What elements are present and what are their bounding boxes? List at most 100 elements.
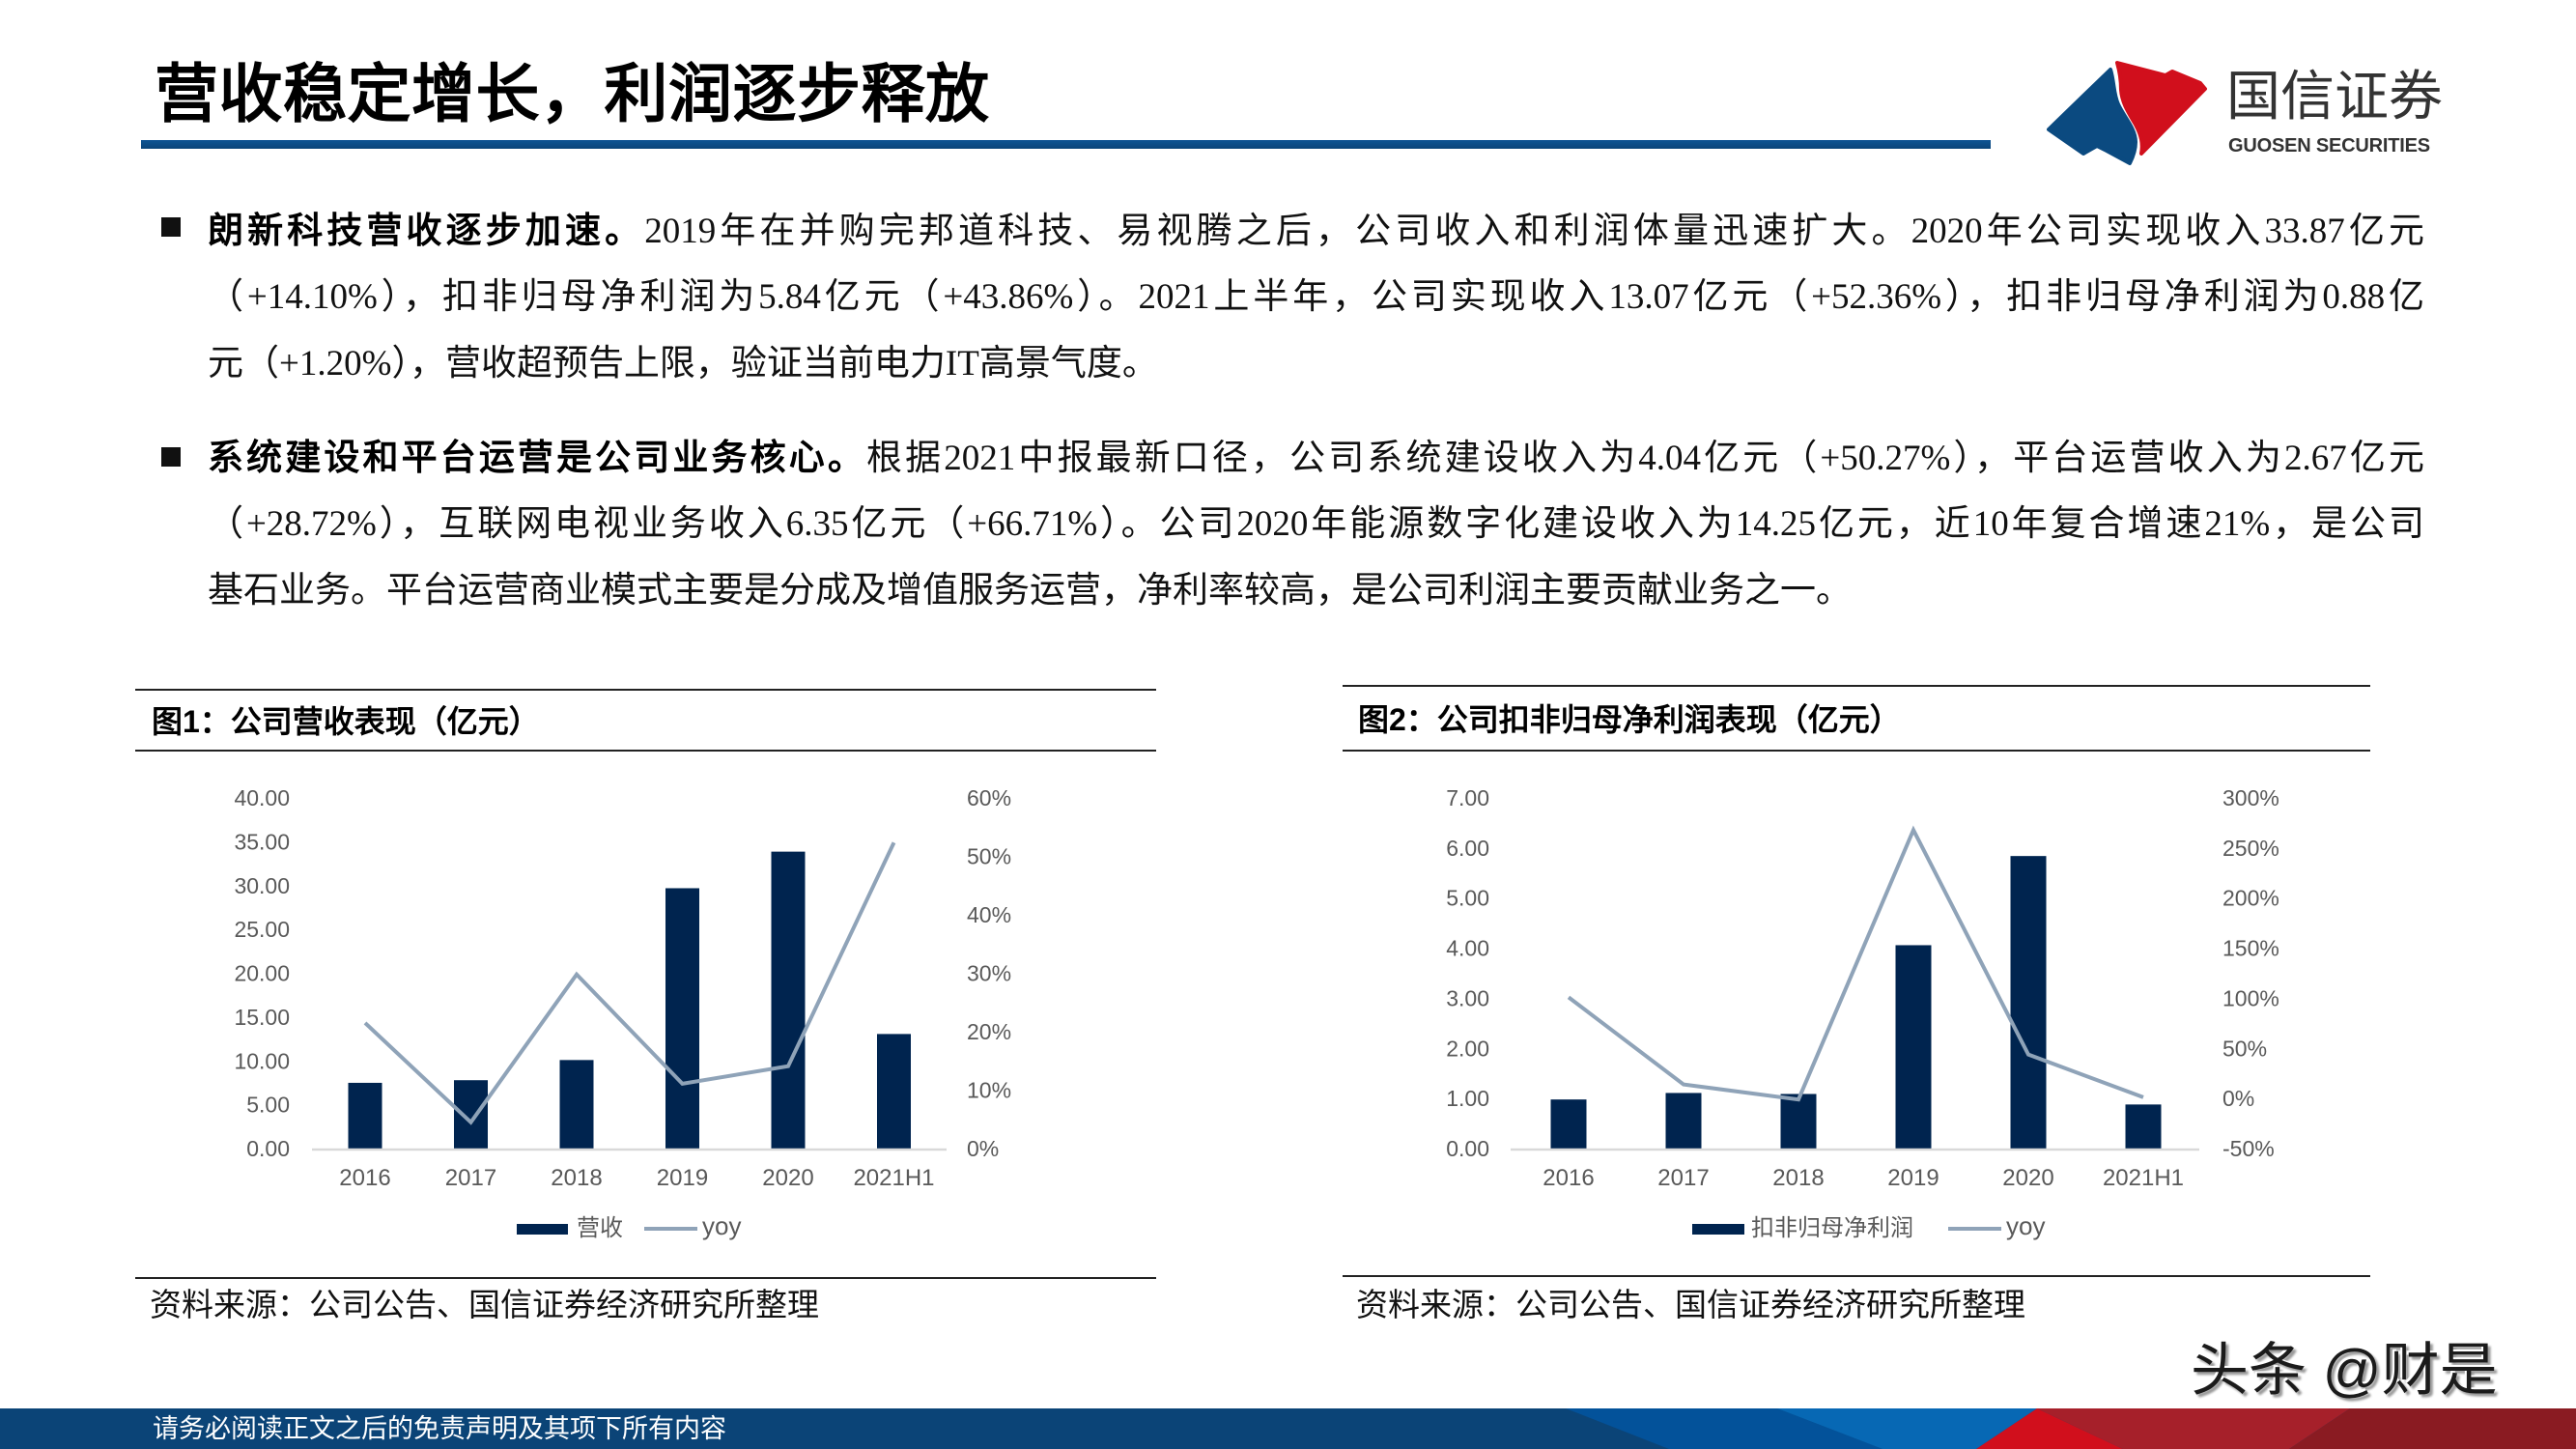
x-axis-tick-label: 2021H1 — [853, 1165, 934, 1191]
figure-title-rule — [1343, 750, 2370, 752]
bar — [559, 1060, 594, 1149]
y2-axis-tick-label: 200% — [2222, 886, 2279, 911]
legend-line-label: yoy — [702, 1211, 742, 1240]
footer-disclaimer: 请务必阅读正文之后的免责声明及其项下所有内容 — [153, 1414, 726, 1443]
y-axis-tick-label: 4.00 — [1446, 936, 1489, 961]
bar — [1780, 1094, 1817, 1149]
y-axis-tick-label: 25.00 — [234, 917, 290, 942]
x-axis-tick-label: 2020 — [2002, 1165, 2053, 1191]
bar — [1550, 1099, 1587, 1149]
bar — [665, 888, 699, 1149]
y-axis-tick-label: 10.00 — [234, 1048, 290, 1073]
bullet-lead: 系统建设和平台运营是公司业务核心。 — [208, 438, 866, 477]
y2-axis-tick-label: 40% — [967, 902, 1011, 927]
paragraph-line: 元（+1.20%），营收超预告上限，验证当前电力IT高景气度。 — [208, 344, 1158, 384]
paragraph-line: 系统建设和平台运营是公司业务核心。根据2021中报最新口径，公司系统建设收入为4… — [208, 424, 2424, 491]
bar — [771, 851, 806, 1149]
legend-line-swatch — [1948, 1227, 2001, 1231]
bar — [1895, 945, 1932, 1149]
figure-source: 资料来源：公司公告、国信证券经济研究所整理 — [1356, 1287, 2025, 1322]
bullet-lead: 朗新科技营收逐步加速。 — [208, 211, 645, 250]
y2-axis-tick-label: 60% — [967, 785, 1011, 810]
bullet-square-icon — [161, 447, 181, 467]
bullet-paragraph-2: 系统建设和平台运营是公司业务核心。根据2021中报最新口径，公司系统建设收入为4… — [208, 424, 2424, 624]
x-axis-tick-label: 2018 — [1772, 1165, 1824, 1191]
paragraph-line: 基石业务。平台运营商业模式主要是分成及增值服务运营，净利率较高，是公司利润主要贡… — [208, 571, 1852, 611]
paragraph-text: 根据2021中报最新口径，公司系统建设收入为4.04亿元（+50.27%），平台… — [865, 439, 2425, 478]
x-axis-tick-label: 2019 — [657, 1165, 708, 1191]
y-axis-tick-label: 6.00 — [1446, 836, 1489, 861]
title-underline — [141, 140, 1991, 149]
bar — [2010, 856, 2047, 1149]
y2-axis-tick-label: 250% — [2222, 836, 2279, 861]
legend-line-swatch — [644, 1227, 697, 1231]
y2-axis-tick-label: 150% — [2222, 936, 2279, 961]
y-axis-tick-label: 3.00 — [1446, 985, 1489, 1010]
y-axis-tick-label: 5.00 — [246, 1093, 290, 1118]
bullet-square-icon — [161, 217, 181, 237]
figure-title: 图2：公司扣非归母净利润表现（亿元） — [1358, 702, 1901, 737]
y-axis-tick-label: 2.00 — [1446, 1036, 1489, 1061]
logo-red-shape — [2115, 61, 2207, 156]
paragraph-line: 朗新科技营收逐步加速。2019年在并购完邦道科技、易视腾之后，公司收入和利润体量… — [208, 197, 2424, 264]
footer-bar — [0, 1408, 2576, 1449]
guosen-logo-icon — [2047, 61, 2207, 165]
legend-bar-swatch — [1692, 1224, 1744, 1235]
page-title: 营收稳定增长，利润逐步释放 — [155, 58, 990, 129]
legend-line-label: yoy — [2006, 1211, 2046, 1240]
bar — [1665, 1093, 1702, 1149]
y2-axis-tick-label: 50% — [967, 844, 1011, 869]
figure-source: 资料来源：公司公告、国信证券经济研究所整理 — [150, 1287, 819, 1322]
x-axis-tick-label: 2017 — [1657, 1165, 1709, 1191]
bullet-paragraph-1: 朗新科技营收逐步加速。2019年在并购完邦道科技、易视腾之后，公司收入和利润体量… — [208, 197, 2424, 397]
y-axis-tick-label: 0.00 — [246, 1136, 290, 1161]
y-axis-tick-label: 30.00 — [234, 873, 290, 898]
y2-axis-tick-label: 10% — [967, 1078, 1011, 1103]
yoy-line — [1567, 825, 2144, 1102]
logo-text-cn: 国信证券 — [2226, 66, 2443, 127]
y-axis-tick-label: 1.00 — [1446, 1086, 1489, 1111]
y-axis-tick-label: 7.00 — [1446, 785, 1489, 810]
watermark: 头条 @财是 — [2191, 1338, 2498, 1403]
x-axis-tick-label: 2019 — [1887, 1165, 1939, 1191]
bar — [2125, 1104, 2162, 1149]
x-axis-tick-label: 2021H1 — [2103, 1165, 2184, 1191]
logo-text-en: GUOSEN SECURITIES — [2228, 135, 2430, 156]
paragraph-line: （+28.72%），互联网电视业务收入6.35亿元（+66.71%）。公司202… — [208, 504, 2424, 544]
legend-bar-swatch — [517, 1224, 568, 1235]
figure-title-rule — [135, 750, 1156, 752]
y2-axis-tick-label: 300% — [2222, 785, 2279, 810]
figure-top-rule — [135, 689, 1156, 691]
logo-blue-shape — [2047, 68, 2137, 165]
y2-axis-tick-label: 50% — [2222, 1036, 2267, 1061]
y2-axis-tick-label: 0% — [967, 1136, 999, 1161]
legend-bar-label: 营收 — [577, 1214, 623, 1241]
y2-axis-tick-label: 0% — [2222, 1086, 2254, 1111]
figure-title: 图1：公司营收表现（亿元） — [152, 704, 540, 739]
x-axis-tick-label: 2017 — [445, 1165, 496, 1191]
figure-bottom-rule — [135, 1277, 1156, 1279]
y2-axis-tick-label: 100% — [2222, 985, 2279, 1010]
x-axis-tick-label: 2016 — [1543, 1165, 1594, 1191]
y-axis-tick-label: 35.00 — [234, 829, 290, 854]
figure-top-rule — [1343, 685, 2370, 687]
bar — [877, 1034, 911, 1149]
bar — [454, 1080, 488, 1149]
y2-axis-tick-label: -50% — [2222, 1136, 2275, 1161]
y-axis-tick-label: 20.00 — [234, 961, 290, 986]
legend-bar-label: 扣非归母净利润 — [1751, 1214, 1913, 1241]
y-axis-tick-label: 15.00 — [234, 1005, 290, 1030]
y2-axis-tick-label: 30% — [967, 961, 1011, 986]
bar — [348, 1082, 382, 1149]
net-profit-chart: 0.00 1.00 2.00 3.00 4.00 5.00 6.00 7.00 -50% 0% 50… — [1446, 785, 2279, 1191]
x-axis-tick-label: 2018 — [551, 1165, 602, 1191]
y-axis-tick-label: 5.00 — [1446, 886, 1489, 911]
revenue-chart: 0.00 5.00 10.00 15.00 20.00 25.00 30.00 35.00 40… — [234, 785, 1011, 1191]
y-axis-tick-label: 40.00 — [234, 785, 290, 810]
y-axis-tick-label: 0.00 — [1446, 1136, 1489, 1161]
paragraph-line: （+14.10%），扣非归母净利润为5.84亿元（+43.86%）。2021上半… — [208, 277, 2424, 317]
figure-bottom-rule — [1343, 1275, 2370, 1277]
x-axis-tick-label: 2020 — [762, 1165, 813, 1191]
paragraph-text: 2019年在并购完邦道科技、易视腾之后，公司收入和利润体量迅速扩大。2020年公… — [644, 212, 2425, 251]
x-axis-tick-label: 2016 — [339, 1165, 390, 1191]
